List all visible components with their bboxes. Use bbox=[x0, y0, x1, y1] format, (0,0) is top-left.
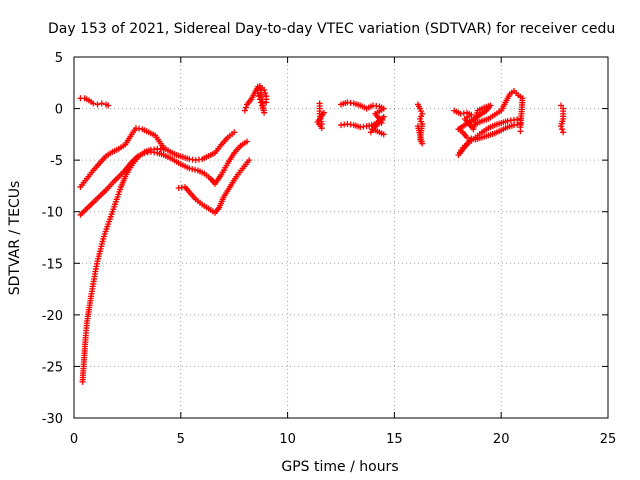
y-tick-label: 0 bbox=[55, 103, 63, 118]
y-axis-label: SDTVAR / TECUs bbox=[7, 181, 23, 296]
x-axis-label: GPS time / hours bbox=[281, 459, 398, 475]
data-point bbox=[241, 107, 248, 114]
x-tick-label: 10 bbox=[279, 432, 296, 447]
series-arc-5 bbox=[175, 157, 253, 216]
series-arc-8 bbox=[338, 99, 387, 138]
data-point bbox=[464, 134, 471, 141]
y-tick-label: -20 bbox=[42, 309, 63, 324]
data-point bbox=[517, 128, 524, 135]
series-arc-1 bbox=[77, 95, 112, 109]
chart-title: Day 153 of 2021, Sidereal Day-to-day VTE… bbox=[48, 21, 615, 37]
data-point bbox=[189, 166, 196, 173]
data-point bbox=[262, 90, 269, 97]
series-arc-11 bbox=[558, 102, 567, 136]
series-arc-7 bbox=[314, 100, 327, 132]
data-point bbox=[380, 131, 387, 138]
data-point bbox=[368, 126, 375, 133]
data-point bbox=[558, 102, 565, 109]
data-point bbox=[192, 166, 199, 173]
grid bbox=[74, 57, 608, 418]
x-tick-labels: 0 5 10 15 20 25 bbox=[70, 432, 616, 447]
data-point bbox=[186, 165, 193, 172]
y-tick-label: -25 bbox=[42, 360, 63, 375]
data-point bbox=[246, 157, 253, 164]
x-tick-label: 20 bbox=[493, 432, 510, 447]
y-tick-label: -5 bbox=[50, 154, 63, 169]
y-tick-label: -10 bbox=[42, 206, 63, 221]
x-tick-label: 15 bbox=[386, 432, 403, 447]
data-point bbox=[94, 101, 101, 108]
data-point bbox=[244, 138, 251, 145]
y-tick-label: -30 bbox=[42, 412, 63, 427]
x-tick-label: 5 bbox=[177, 432, 185, 447]
data-point bbox=[231, 129, 238, 136]
series-arc-10 bbox=[451, 88, 526, 158]
data-point bbox=[559, 126, 566, 133]
x-tick-label: 0 bbox=[70, 432, 78, 447]
data-point bbox=[370, 123, 377, 130]
plot-frame bbox=[73, 56, 609, 419]
data-point bbox=[242, 104, 249, 111]
data-series bbox=[77, 82, 567, 385]
data-point bbox=[560, 129, 567, 136]
y-tick-labels: 5 0 -5 -10 -15 -20 -25 -30 bbox=[42, 51, 63, 427]
y-tick-label: -15 bbox=[42, 257, 63, 272]
data-point bbox=[261, 87, 268, 94]
y-tick-label: 5 bbox=[55, 51, 63, 66]
data-point bbox=[263, 99, 270, 106]
data-point bbox=[98, 100, 105, 107]
data-point bbox=[367, 129, 374, 136]
data-point bbox=[90, 100, 97, 107]
series-arc-4 bbox=[79, 145, 167, 385]
data-point bbox=[105, 102, 112, 109]
series-arc-6 bbox=[241, 82, 270, 116]
series-arc-2 bbox=[77, 125, 238, 190]
data-point bbox=[160, 146, 167, 153]
data-point bbox=[414, 123, 421, 130]
x-tick-label: 25 bbox=[600, 432, 617, 447]
data-point bbox=[558, 123, 565, 130]
axis-ticks bbox=[73, 56, 609, 419]
series-arc-9 bbox=[414, 101, 426, 147]
data-point bbox=[320, 109, 327, 116]
